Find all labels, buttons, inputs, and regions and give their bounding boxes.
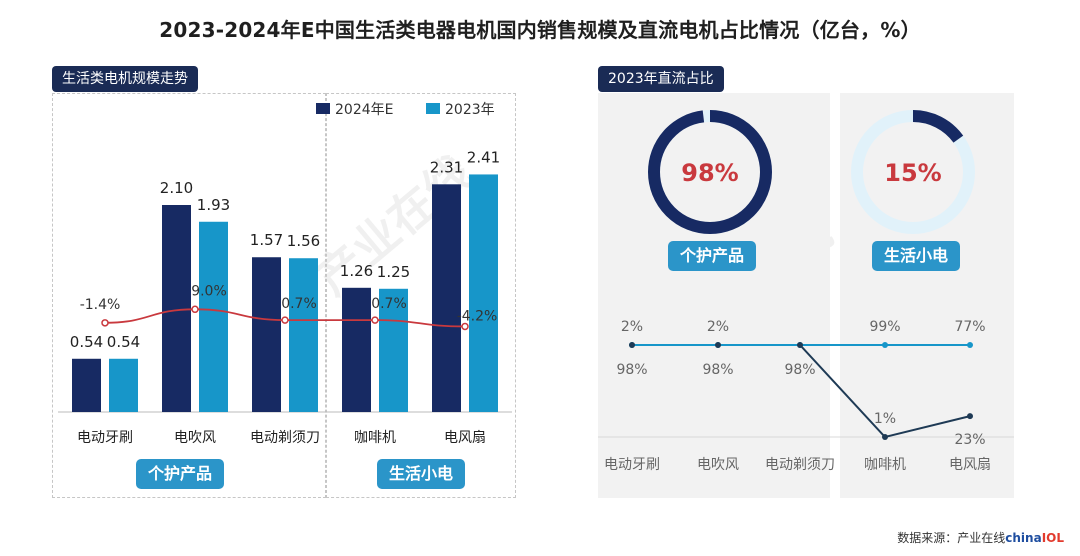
donut-label-small: 生活小电 [872, 241, 961, 271]
lower-label-1: 98% [702, 362, 733, 378]
growth-point-0 [101, 319, 109, 327]
lower-label-3: 1% [874, 411, 896, 427]
legend-swatch-2024 [316, 103, 330, 114]
lower-point-2 [797, 342, 803, 348]
right-x-tick-2: 电动剃须刀 [765, 457, 835, 473]
right-panel-tag: 2023年直流占比 [598, 66, 724, 92]
bar-label-2023-2: 1.56 [287, 232, 320, 250]
bar-label-2023-4: 2.41 [467, 148, 500, 166]
legend-label-2023: 2023年 [445, 102, 495, 118]
growth-label-3: 0.7% [371, 296, 407, 312]
growth-label-2: 0.7% [281, 296, 317, 312]
bar-label-2023-0: 0.54 [107, 333, 140, 351]
x-tick-label-4: 电风扇 [444, 430, 486, 446]
growth-label-4: -4.2% [457, 308, 498, 324]
left-panel-tag: 生活类电机规模走势 [52, 66, 198, 92]
bar-label-2024-0: 0.54 [70, 333, 103, 351]
lower-label-2: 98% [784, 362, 815, 378]
donut-arc-2 [851, 110, 975, 234]
x-tick-label-3: 咖啡机 [354, 430, 396, 446]
bar-label-2024-2: 1.57 [250, 231, 283, 249]
bar-2024-3 [342, 287, 371, 412]
donut-center-1: 98% [681, 159, 738, 187]
right-x-tick-1: 电吹风 [697, 457, 739, 473]
right-x-tick-0: 电动牙刷 [604, 457, 660, 473]
donut-label-personal: 个护产品 [668, 241, 757, 271]
upper-point-3 [882, 342, 888, 348]
bar-2024-0 [72, 358, 101, 412]
right-x-tick-3: 咖啡机 [864, 457, 906, 473]
bar-label-2024-3: 1.26 [340, 262, 373, 280]
right-bg-strip-2 [840, 93, 1014, 498]
x-tick-label-0: 电动牙刷 [77, 430, 133, 446]
right-bg-strip-1 [598, 93, 830, 498]
growth-point-2 [281, 316, 289, 324]
growth-point-4 [461, 322, 469, 331]
lower-label-0: 98% [616, 362, 647, 378]
growth-point-1 [191, 305, 199, 314]
chart-title: 2023-2024年E中国生活类电器电机国内销售规模及直流电机占比情况（亿台，%… [159, 18, 921, 42]
bar-label-2023-3: 1.25 [377, 263, 410, 281]
data-source: 数据来源：产业在线chinaIOL [897, 531, 1064, 545]
bar-2023-3 [379, 288, 408, 412]
growth-label-0: -1.4% [80, 297, 121, 313]
bar-2023-2 [289, 258, 318, 412]
upper-label-0: 2% [621, 319, 643, 335]
upper-label-4: 77% [954, 319, 985, 335]
bar-label-2024-4: 2.31 [430, 158, 463, 176]
lower-point-1 [715, 342, 721, 348]
line-series-lower [632, 344, 971, 439]
bar-2023-0 [109, 358, 138, 412]
growth-label-1: 9.0% [191, 283, 227, 299]
legend-label-2024: 2024年E [335, 102, 393, 118]
x-tick-label-2: 电动剃须刀 [250, 430, 320, 446]
personal-care-frame [52, 93, 326, 498]
upper-label-1: 2% [707, 319, 729, 335]
bar-2024-2 [252, 257, 281, 412]
donut-arc-1 [648, 110, 772, 234]
group-tag-small: 生活小电 [377, 459, 466, 489]
right-x-tick-4: 电风扇 [949, 457, 991, 473]
upper-point-4 [967, 342, 973, 348]
bar-label-2024-1: 2.10 [160, 179, 193, 197]
lower-label-4: 23% [954, 432, 985, 448]
bar-2024-1 [162, 205, 191, 412]
lower-point-4 [967, 413, 973, 420]
bar-label-2023-1: 1.93 [197, 196, 230, 214]
lower-point-3 [882, 434, 888, 440]
legend-swatch-2023 [426, 103, 440, 114]
bar-2023-1 [199, 221, 228, 412]
group-tag-personal: 个护产品 [136, 459, 225, 489]
donut-center-2: 15% [884, 159, 941, 187]
upper-label-3: 99% [869, 319, 900, 335]
x-tick-label-1: 电吹风 [174, 430, 216, 446]
lower-point-0 [629, 342, 635, 348]
growth-point-3 [371, 316, 379, 324]
small-appliance-frame [326, 93, 516, 498]
bar-2024-4 [432, 184, 461, 412]
bar-2023-4 [469, 174, 498, 412]
